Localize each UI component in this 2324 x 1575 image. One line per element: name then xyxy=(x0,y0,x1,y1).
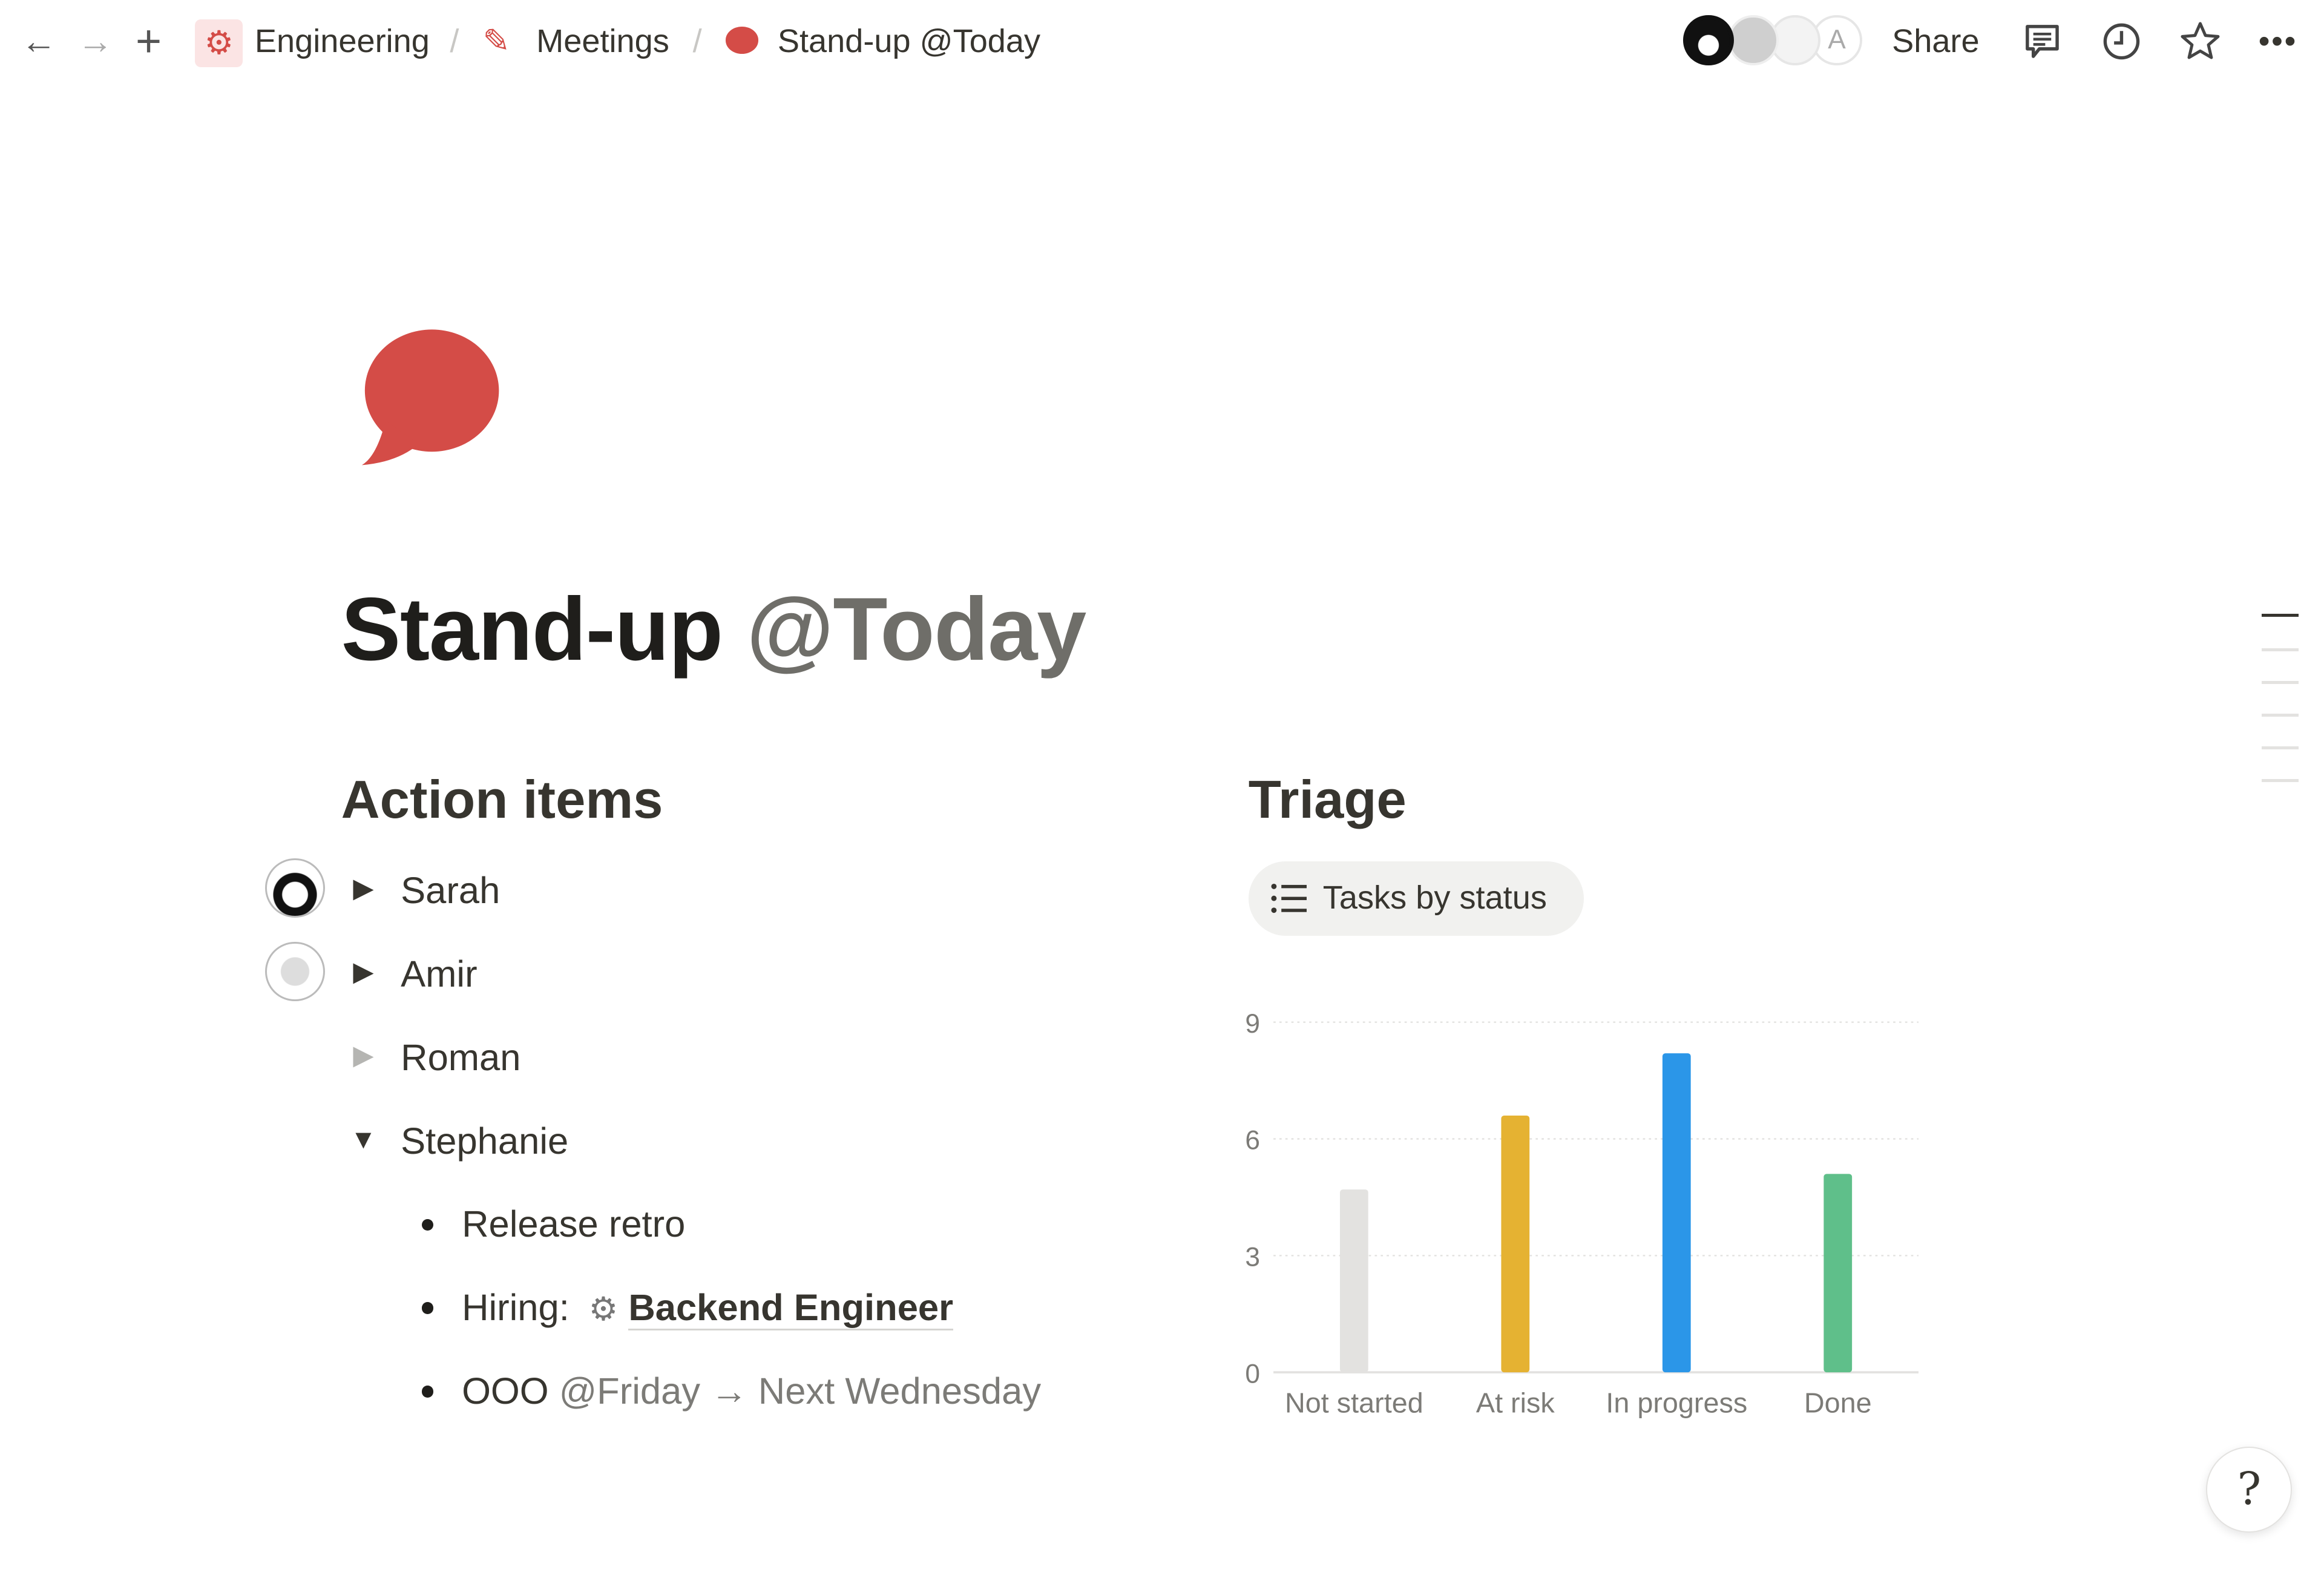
list-item-release-retro[interactable]: Release retro xyxy=(462,1203,686,1246)
forward-arrow-icon[interactable]: → xyxy=(77,21,114,62)
y-tick-label: 3 xyxy=(1246,1242,1261,1272)
plus-icon[interactable]: + xyxy=(135,16,162,67)
outline-item[interactable] xyxy=(2261,648,2299,651)
bar-in-progress xyxy=(1663,1053,1692,1373)
x-tick-label: In progress xyxy=(1606,1387,1748,1418)
y-tick-label: 0 xyxy=(1246,1359,1261,1389)
list-item-ooo[interactable]: OOO @Friday → Next Wednesday xyxy=(462,1369,1041,1414)
list-item-hiring[interactable]: Hiring: ⚙ Backend Engineer xyxy=(462,1286,954,1332)
back-arrow-icon[interactable]: ← xyxy=(21,21,57,62)
toggle-triangle-icon[interactable]: ▶ xyxy=(353,873,374,904)
ai-assistant-button[interactable]: ? xyxy=(2206,1447,2293,1533)
breadcrumb-meetings[interactable]: Meetings xyxy=(536,23,669,60)
title-text: Stand-up xyxy=(341,579,723,680)
action-items-heading: Action items xyxy=(341,769,663,830)
view-label: Tasks by status xyxy=(1322,880,1547,916)
breadcrumb-separator: / xyxy=(450,23,459,60)
outline-item[interactable] xyxy=(2261,680,2299,684)
person-roman[interactable]: Roman xyxy=(401,1036,521,1079)
gear-icon: ⚙ xyxy=(195,19,243,67)
share-button[interactable]: Share xyxy=(1892,23,1980,60)
page-icon-speech-bubble[interactable] xyxy=(359,325,502,468)
avatar-sarah xyxy=(265,858,325,918)
y-tick-label: 9 xyxy=(1246,1009,1261,1039)
page-title[interactable]: Stand-up @Today xyxy=(341,578,1087,681)
bullet xyxy=(421,1386,434,1398)
bullet xyxy=(421,1218,434,1231)
star-icon[interactable] xyxy=(2179,21,2221,62)
next-wednesday-text: Next Wednesday xyxy=(758,1370,1042,1413)
person-stephanie[interactable]: Stephanie xyxy=(401,1120,569,1162)
pencil-icon: ✎ xyxy=(482,23,510,60)
outline-item[interactable] xyxy=(2261,746,2299,750)
more-icon[interactable]: ••• xyxy=(2258,23,2297,60)
breadcrumb-separator: / xyxy=(692,23,702,60)
bullet xyxy=(421,1302,434,1315)
backend-engineer-link[interactable]: Backend Engineer xyxy=(628,1287,954,1331)
comment-icon[interactable] xyxy=(2021,21,2063,62)
bar-done xyxy=(1823,1174,1853,1373)
hiring-label: Hiring: xyxy=(462,1287,570,1329)
x-tick-label: Not started xyxy=(1285,1387,1423,1418)
speech-bubble-icon xyxy=(725,27,758,54)
toggle-triangle-icon[interactable]: ▶ xyxy=(353,1041,374,1071)
y-tick-label: 6 xyxy=(1246,1126,1261,1156)
outline-item[interactable] xyxy=(2261,779,2299,783)
breadcrumb-engineering[interactable]: Engineering xyxy=(254,23,430,60)
friday-date-mention[interactable]: @Friday xyxy=(559,1370,701,1413)
x-tick-label: Done xyxy=(1804,1387,1872,1418)
ooo-label: OOO xyxy=(462,1370,549,1413)
outline-item-active[interactable] xyxy=(2261,614,2299,617)
topbar: ← → + ⚙ Engineering / ✎ Meetings / Stand… xyxy=(0,0,2324,87)
outline-item[interactable] xyxy=(2261,714,2299,717)
avatar-amir xyxy=(265,941,325,1002)
list-icon xyxy=(1271,884,1307,913)
gear-icon: ⚙ xyxy=(588,1291,619,1328)
avatar-amir[interactable] xyxy=(1728,15,1779,66)
person-sarah[interactable]: Sarah xyxy=(401,870,501,912)
bar-not-started xyxy=(1340,1189,1369,1373)
arrow-icon: → xyxy=(711,1370,748,1413)
tasks-by-status-chart: 0 3 6 9 Not started At risk In progress Done xyxy=(1246,1009,1919,1418)
person-amir[interactable]: Amir xyxy=(401,953,478,995)
toggle-triangle-icon[interactable]: ▶ xyxy=(353,957,374,987)
avatar-sarah[interactable] xyxy=(1683,15,1735,66)
title-date-mention[interactable]: @Today xyxy=(746,579,1087,680)
x-tick-label: At risk xyxy=(1476,1387,1555,1418)
bar-at-risk xyxy=(1501,1115,1530,1373)
clock-icon[interactable] xyxy=(2101,21,2142,62)
toggle-triangle-open-icon[interactable]: ▼ xyxy=(350,1125,377,1155)
triage-heading: Triage xyxy=(1248,769,1407,830)
tasks-by-status-view-tab[interactable]: Tasks by status xyxy=(1248,861,1584,936)
breadcrumb-standup[interactable]: Stand-up @Today xyxy=(777,23,1041,60)
